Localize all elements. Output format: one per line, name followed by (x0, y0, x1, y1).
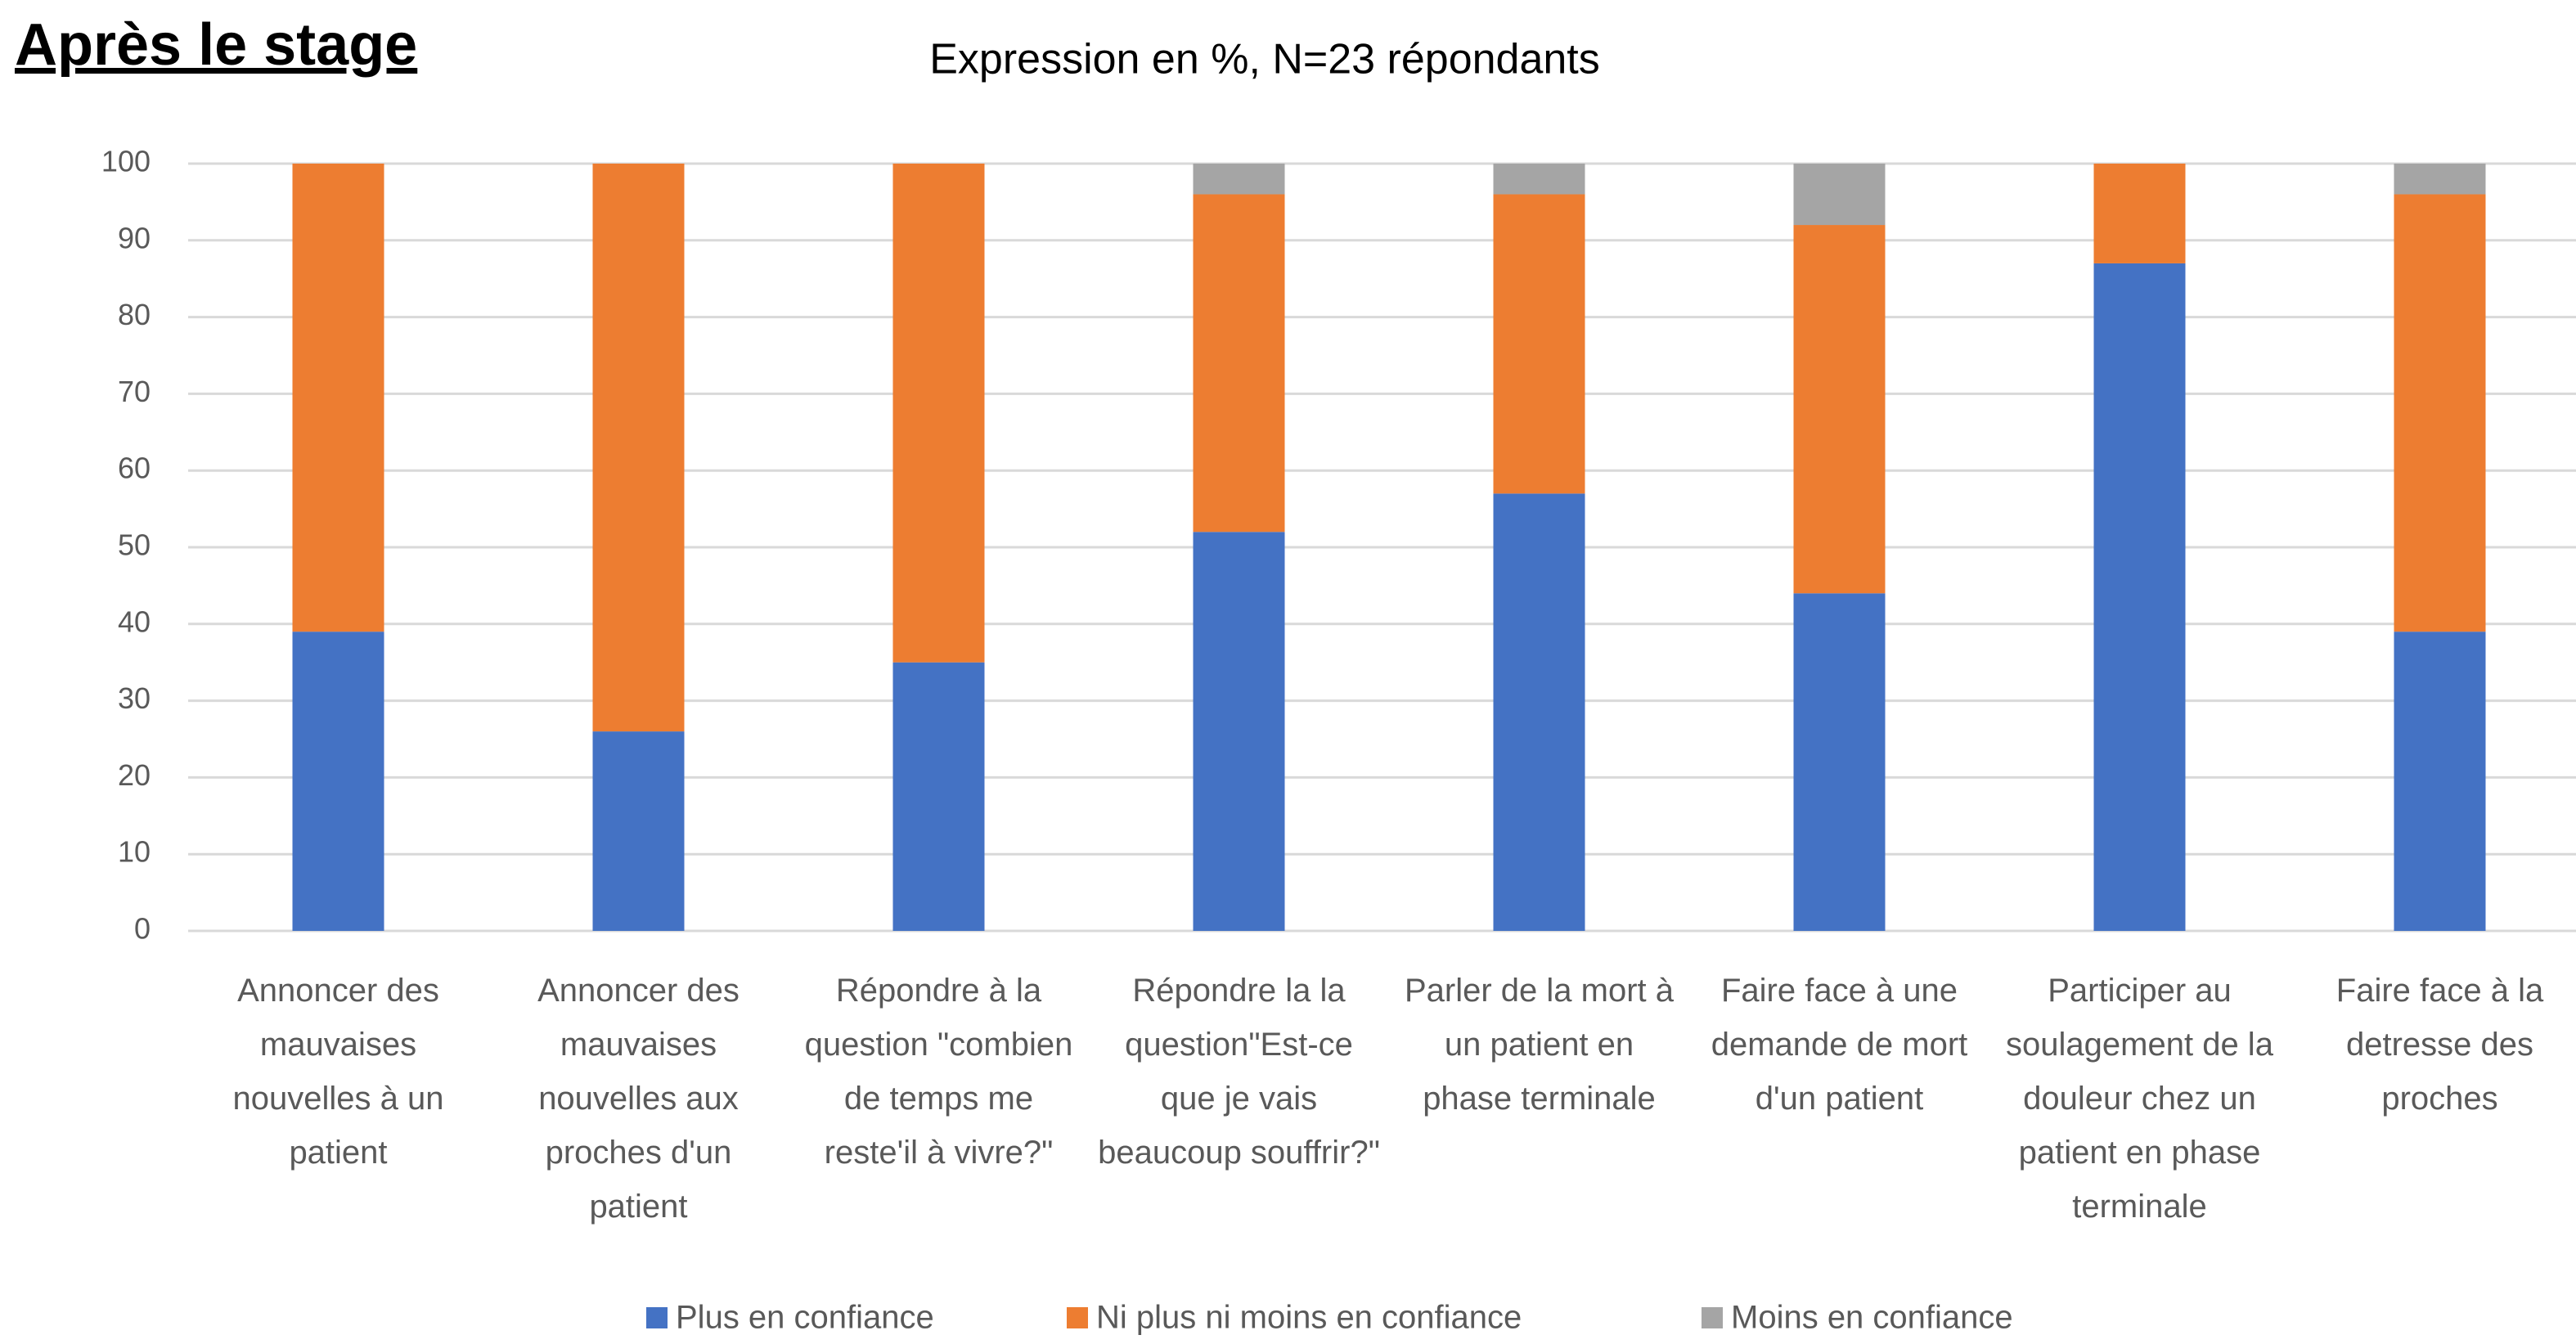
bar-segment (1193, 164, 1285, 195)
x-tick-label: Parler de la mort à un patient en phase … (1404, 973, 1675, 1117)
y-tick-label: 20 (118, 758, 151, 792)
bar-segment (1793, 164, 1886, 226)
bar-segment (1493, 164, 1585, 195)
legend-swatch (1702, 1307, 1723, 1328)
bar-segment (1493, 493, 1585, 931)
chart-title: Expression en %, N=23 répondants (929, 36, 1600, 83)
y-tick-label: 10 (118, 835, 151, 869)
y-tick-label: 30 (118, 681, 151, 715)
x-tick-label: Répondre la la question"Est-ce que je va… (1098, 973, 1380, 1171)
bar-segment (292, 164, 384, 632)
y-tick-label: 90 (118, 221, 151, 254)
bar-segment (892, 164, 985, 663)
bar-segment (1193, 532, 1285, 931)
bar-segment (1793, 593, 1886, 931)
bar-segment (2093, 164, 2186, 263)
x-tick-label: Répondre à la question "combien de temps… (804, 973, 1073, 1171)
bar-segment (2394, 632, 2486, 931)
x-tick-label: Annoncer des mauvaises nouvelles à un pa… (232, 973, 444, 1171)
bar-segment (592, 164, 685, 732)
y-tick-label: 60 (118, 452, 151, 485)
bar-segment (892, 662, 985, 931)
legend-label: Plus en confiance (676, 1300, 934, 1336)
legend-swatch (646, 1307, 668, 1328)
bar-segment (2093, 263, 2186, 931)
y-tick-label: 70 (118, 375, 151, 408)
bar-segment (1193, 194, 1285, 533)
y-tick-label: 50 (118, 528, 151, 562)
y-tick-label: 0 (134, 912, 151, 946)
y-tick-label: 80 (118, 298, 151, 331)
bar-segment (1793, 225, 1886, 594)
bar-segment (292, 632, 384, 931)
x-tick-label: Participer au soulagement de la douleur … (2006, 973, 2273, 1225)
x-tick-label: Annoncer des mauvaises nouvelles aux pro… (537, 973, 740, 1225)
y-tick-label: 100 (101, 145, 151, 178)
legend-label: Ni plus ni moins en confiance (1096, 1300, 1522, 1336)
x-tick-label: Faire face à une demande de mort d'un pa… (1711, 973, 1968, 1117)
bar-segment (592, 731, 685, 931)
bar-segment (2394, 194, 2486, 632)
y-tick-label: 40 (118, 605, 151, 638)
page-title: Après le stage (15, 12, 418, 78)
legend-label: Moins en confiance (1731, 1300, 2013, 1336)
legend-swatch (1067, 1307, 1088, 1328)
x-tick-label: Faire face à la detresse des proches (2335, 973, 2544, 1117)
bar-segment (1493, 194, 1585, 494)
bar-segment (2394, 164, 2486, 195)
